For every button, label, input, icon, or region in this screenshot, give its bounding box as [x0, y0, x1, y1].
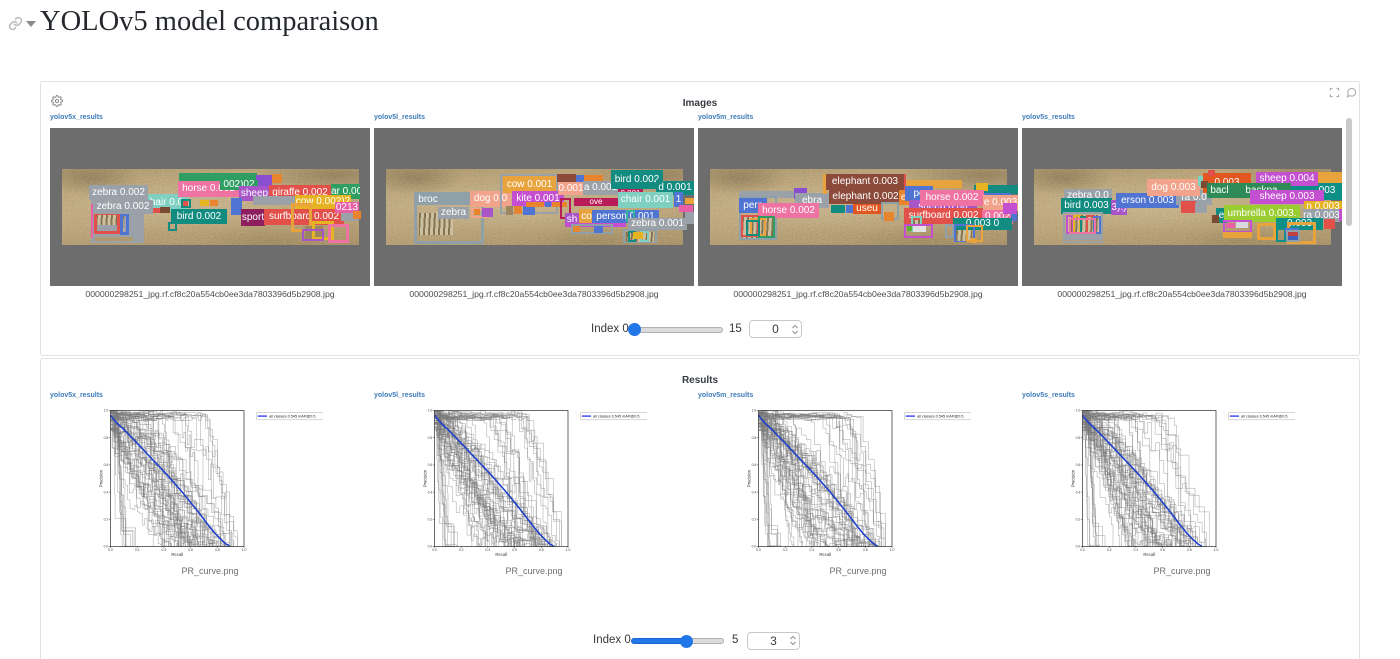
- svg-text:0.4: 0.4: [810, 548, 815, 552]
- svg-text:0.2: 0.2: [1076, 518, 1081, 522]
- svg-text:0.6: 0.6: [188, 548, 193, 552]
- svg-text:0.4: 0.4: [1134, 548, 1139, 552]
- svg-text:all classes 0.545 mAP@0.5: all classes 0.545 mAP@0.5: [1241, 414, 1288, 418]
- svg-text:0.4: 0.4: [428, 490, 433, 494]
- svg-text:Precision: Precision: [747, 469, 752, 487]
- svg-text:Recall: Recall: [819, 552, 831, 557]
- svg-text:0.6: 0.6: [428, 463, 433, 467]
- svg-text:0.0: 0.0: [428, 545, 433, 549]
- svg-text:0.2: 0.2: [783, 548, 788, 552]
- svg-text:0.8: 0.8: [1076, 436, 1081, 440]
- svg-text:0.6: 0.6: [512, 548, 517, 552]
- svg-text:0.4: 0.4: [162, 548, 167, 552]
- svg-text:0.6: 0.6: [104, 463, 109, 467]
- svg-text:1.0: 1.0: [1214, 548, 1219, 552]
- svg-text:all classes 0.545 mAP@0.5: all classes 0.545 mAP@0.5: [593, 414, 640, 418]
- svg-text:0.6: 0.6: [1160, 548, 1165, 552]
- svg-text:0.0: 0.0: [104, 545, 109, 549]
- svg-text:0.4: 0.4: [752, 490, 757, 494]
- svg-text:Recall: Recall: [171, 552, 183, 557]
- svg-text:0.2: 0.2: [752, 518, 757, 522]
- svg-text:0.8: 0.8: [1187, 548, 1192, 552]
- svg-text:0.6: 0.6: [752, 463, 757, 467]
- svg-text:1.0: 1.0: [1076, 409, 1081, 413]
- svg-text:0.8: 0.8: [215, 548, 220, 552]
- svg-text:0.2: 0.2: [135, 548, 140, 552]
- svg-text:0.8: 0.8: [863, 548, 868, 552]
- svg-text:0.2: 0.2: [428, 518, 433, 522]
- svg-text:Recall: Recall: [1143, 552, 1155, 557]
- svg-text:0.0: 0.0: [1076, 545, 1081, 549]
- svg-text:0.4: 0.4: [104, 490, 109, 494]
- svg-text:Precision: Precision: [99, 469, 104, 487]
- svg-text:1.0: 1.0: [104, 409, 109, 413]
- svg-text:Recall: Recall: [495, 552, 507, 557]
- svg-text:1.0: 1.0: [242, 548, 247, 552]
- svg-text:1.0: 1.0: [566, 548, 571, 552]
- svg-text:0.0: 0.0: [756, 548, 761, 552]
- svg-text:0.4: 0.4: [1076, 490, 1081, 494]
- svg-text:0.8: 0.8: [539, 548, 544, 552]
- svg-text:0.0: 0.0: [108, 548, 113, 552]
- svg-text:0.2: 0.2: [104, 518, 109, 522]
- svg-text:0.0: 0.0: [1080, 548, 1085, 552]
- svg-text:1.0: 1.0: [428, 409, 433, 413]
- svg-text:Precision: Precision: [423, 469, 428, 487]
- svg-text:Precision: Precision: [1071, 469, 1076, 487]
- svg-text:0.2: 0.2: [459, 548, 464, 552]
- svg-text:all classes 0.545 mAP@0.5: all classes 0.545 mAP@0.5: [917, 414, 964, 418]
- svg-text:0.6: 0.6: [836, 548, 841, 552]
- svg-text:0.4: 0.4: [486, 548, 491, 552]
- svg-text:0.0: 0.0: [432, 548, 437, 552]
- svg-text:0.8: 0.8: [752, 436, 757, 440]
- svg-text:1.0: 1.0: [752, 409, 757, 413]
- svg-text:0.0: 0.0: [752, 545, 757, 549]
- svg-text:0.8: 0.8: [428, 436, 433, 440]
- svg-text:all classes 0.545 mAP@0.5: all classes 0.545 mAP@0.5: [269, 414, 316, 418]
- svg-text:0.8: 0.8: [104, 436, 109, 440]
- svg-text:0.2: 0.2: [1107, 548, 1112, 552]
- svg-text:1.0: 1.0: [890, 548, 895, 552]
- svg-text:0.6: 0.6: [1076, 463, 1081, 467]
